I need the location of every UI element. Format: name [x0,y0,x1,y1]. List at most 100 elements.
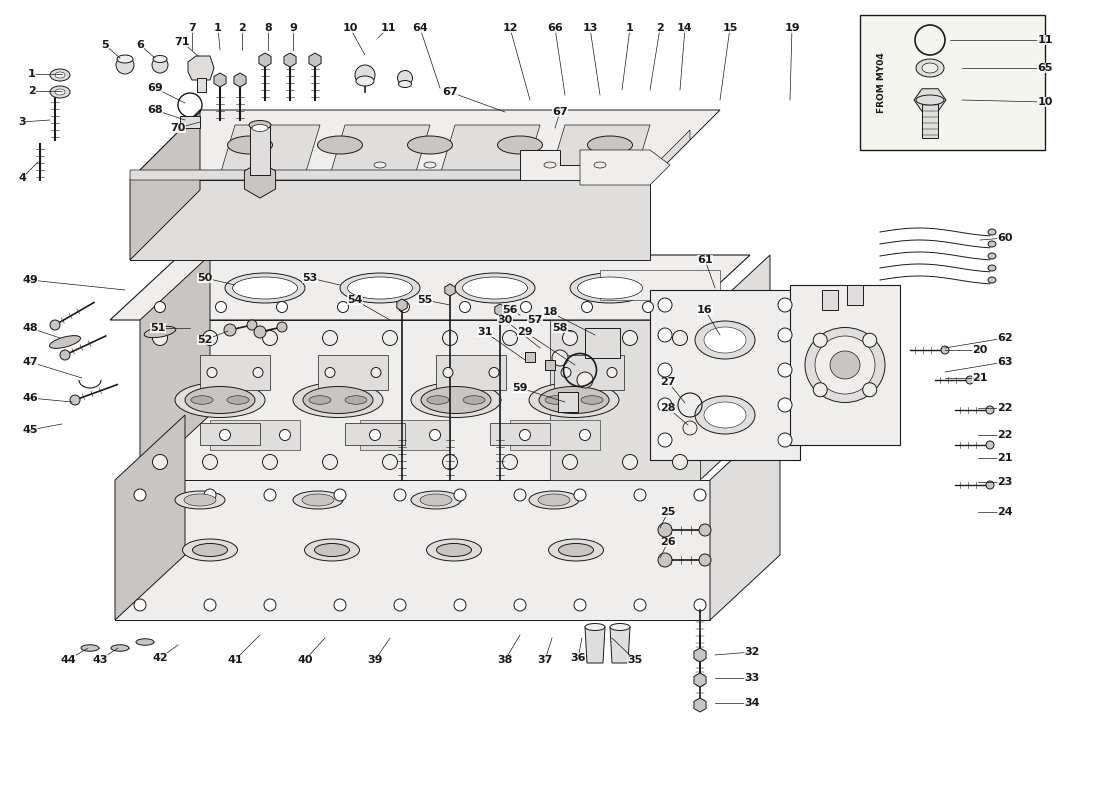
Text: 70: 70 [170,123,186,133]
Polygon shape [116,480,710,620]
Ellipse shape [437,543,472,557]
Circle shape [153,330,167,346]
Text: 43: 43 [92,655,108,665]
Polygon shape [650,290,800,460]
Text: 16: 16 [697,305,713,315]
Ellipse shape [704,327,746,353]
Polygon shape [440,125,540,175]
Ellipse shape [226,273,305,303]
Circle shape [562,454,578,470]
Circle shape [562,330,578,346]
Circle shape [154,302,165,313]
Text: 1: 1 [626,23,634,33]
Circle shape [442,330,458,346]
Polygon shape [330,125,430,175]
Text: 19: 19 [784,23,800,33]
Text: 1: 1 [29,69,36,79]
Text: 7: 7 [188,23,196,33]
Text: 2: 2 [29,86,36,96]
Text: 23: 23 [998,477,1013,487]
Text: 67: 67 [552,107,568,117]
Polygon shape [200,355,270,390]
Text: 6: 6 [136,40,144,50]
Ellipse shape [420,494,452,506]
Circle shape [383,454,397,470]
Circle shape [263,454,277,470]
Circle shape [514,489,526,501]
Circle shape [778,328,792,342]
Circle shape [672,330,688,346]
Text: 24: 24 [998,507,1013,517]
Circle shape [520,302,531,313]
Ellipse shape [695,396,755,434]
Circle shape [443,367,453,378]
Text: 21: 21 [998,453,1013,463]
Text: 11: 11 [1037,35,1053,45]
Circle shape [253,367,263,378]
Ellipse shape [50,336,80,348]
Polygon shape [318,355,388,390]
Ellipse shape [340,273,420,303]
Polygon shape [550,320,700,480]
Circle shape [429,430,440,441]
Circle shape [503,454,517,470]
Polygon shape [694,698,706,712]
Circle shape [264,489,276,501]
Polygon shape [130,110,200,260]
Ellipse shape [570,273,650,303]
Ellipse shape [116,56,134,74]
Ellipse shape [305,539,360,561]
Text: 57: 57 [527,315,542,325]
Polygon shape [585,627,605,663]
Polygon shape [244,162,276,198]
Circle shape [370,430,381,441]
Ellipse shape [988,229,996,235]
Text: 21: 21 [972,373,988,383]
Polygon shape [525,352,535,362]
Ellipse shape [538,494,570,506]
Polygon shape [550,125,650,175]
Circle shape [70,395,80,405]
Circle shape [672,454,688,470]
Text: 71: 71 [174,37,189,47]
Circle shape [986,481,994,489]
Polygon shape [495,304,505,316]
Ellipse shape [407,136,452,154]
Ellipse shape [55,89,65,95]
Circle shape [862,334,877,347]
Ellipse shape [988,265,996,271]
Polygon shape [213,73,227,87]
Ellipse shape [695,321,755,359]
Text: 10: 10 [342,23,358,33]
Circle shape [263,330,277,346]
Text: 15: 15 [723,23,738,33]
Text: 12: 12 [503,23,518,33]
Polygon shape [914,89,946,111]
Ellipse shape [356,76,374,86]
Ellipse shape [227,396,249,404]
Circle shape [658,523,672,537]
Polygon shape [558,392,578,412]
Circle shape [454,599,466,611]
Circle shape [607,367,617,378]
Text: 4: 4 [18,173,26,183]
Ellipse shape [55,72,65,78]
Polygon shape [200,423,260,445]
Circle shape [338,302,349,313]
Ellipse shape [302,386,373,414]
Text: 61: 61 [697,255,713,265]
Ellipse shape [585,623,605,630]
Text: 29: 29 [517,327,532,337]
Polygon shape [822,290,838,310]
Circle shape [322,330,338,346]
Circle shape [778,363,792,377]
Text: FROM MY04: FROM MY04 [878,52,887,113]
Polygon shape [554,355,624,390]
Circle shape [698,554,711,566]
Ellipse shape [455,273,535,303]
Polygon shape [180,116,200,128]
Ellipse shape [988,241,996,247]
Ellipse shape [374,162,386,168]
Ellipse shape [293,382,383,418]
Text: 22: 22 [998,430,1013,440]
